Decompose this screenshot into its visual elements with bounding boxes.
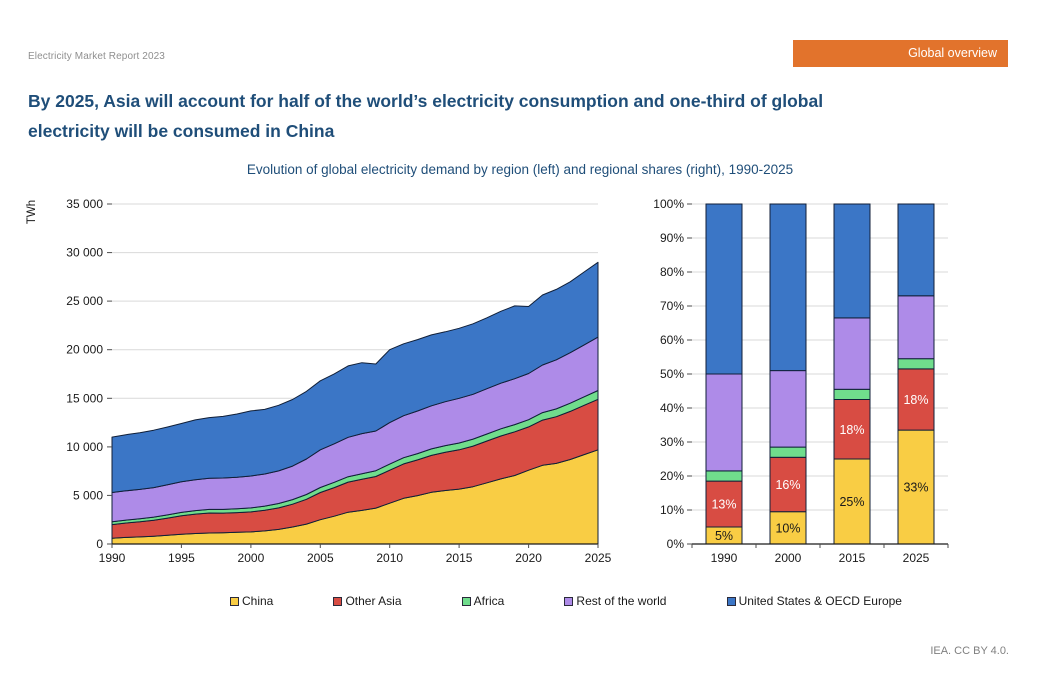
svg-text:70%: 70%: [660, 299, 684, 313]
svg-text:18%: 18%: [903, 393, 928, 407]
demand-area-chart: 0 5 000 10 000 15 000 20 000 25 000 30 000 35 0…: [26, 197, 612, 565]
legend-item-china: China: [230, 594, 273, 608]
svg-text:2010: 2010: [376, 551, 403, 565]
legend-item-other-asia: Other Asia: [333, 594, 402, 608]
svg-text:0: 0: [96, 537, 103, 551]
svg-text:1990: 1990: [99, 551, 126, 565]
svg-text:20%: 20%: [660, 469, 684, 483]
svg-text:2025: 2025: [903, 551, 930, 565]
svg-text:40%: 40%: [660, 401, 684, 415]
report-name-label: Electricity Market Report 2023: [28, 51, 165, 62]
legend-item-africa: Africa: [461, 594, 505, 608]
page-title: By 2025, Asia will account for half of t…: [28, 86, 1023, 146]
svg-text:2005: 2005: [307, 551, 334, 565]
legend-label-china: China: [242, 594, 274, 608]
svg-text:2020: 2020: [515, 551, 542, 565]
svg-text:0%: 0%: [667, 537, 685, 551]
svg-text:50%: 50%: [660, 367, 684, 381]
svg-text:18%: 18%: [839, 423, 864, 437]
svg-text:1995: 1995: [168, 551, 195, 565]
svg-text:100%: 100%: [653, 197, 684, 211]
svg-text:15 000: 15 000: [66, 391, 103, 405]
svg-text:80%: 80%: [660, 265, 684, 279]
svg-text:25 000: 25 000: [66, 294, 103, 308]
legend-item-rest-of-world: Rest of the world: [564, 594, 666, 608]
svg-text:33%: 33%: [903, 481, 928, 495]
svg-text:90%: 90%: [660, 231, 684, 245]
china-swatch-icon: [230, 596, 239, 606]
page-title-line1: By 2025, Asia will account for half of t…: [28, 91, 824, 111]
svg-text:10 000: 10 000: [66, 440, 103, 454]
rest-of-world-swatch-icon: [564, 596, 574, 606]
africa-swatch-icon: [461, 596, 471, 606]
svg-text:10%: 10%: [775, 521, 800, 535]
legend-label-rest-of-world: Rest of the world: [576, 594, 667, 608]
page-title-line2: electricity will be consumed in China: [28, 121, 335, 141]
regional-shares-bar-chart: 0% 10% 20% 30% 40% 50% 60% 70% 80% 90% 100% 5% 13% 19…: [653, 197, 949, 565]
legend-label-other-asia: Other Asia: [345, 594, 402, 608]
svg-text:2015: 2015: [446, 551, 473, 565]
svg-text:2015: 2015: [839, 551, 866, 565]
svg-text:25%: 25%: [839, 495, 864, 509]
svg-text:16%: 16%: [775, 478, 800, 492]
svg-text:1990: 1990: [711, 551, 738, 565]
svg-text:30%: 30%: [660, 435, 684, 449]
global-overview-badge: Global overview: [793, 40, 1008, 67]
legend-label-africa: Africa: [473, 594, 505, 608]
svg-text:30 000: 30 000: [66, 246, 103, 260]
chart-legend: China Other Asia Africa Rest of the worl…: [230, 594, 902, 608]
svg-text:10%: 10%: [660, 503, 684, 517]
us-oecd-europe-swatch-icon: [726, 596, 736, 606]
svg-text:60%: 60%: [660, 333, 684, 347]
svg-text:2000: 2000: [775, 551, 802, 565]
chart-subtitle: Evolution of global electricity demand b…: [246, 162, 794, 177]
svg-text:2000: 2000: [238, 551, 265, 565]
svg-text:20 000: 20 000: [66, 343, 103, 357]
other-asia-swatch-icon: [333, 596, 343, 606]
svg-text:35 000: 35 000: [66, 197, 103, 211]
svg-text:5 000: 5 000: [73, 488, 103, 502]
legend-label-us-oecd-europe: United States & OECD Europe: [738, 594, 902, 608]
svg-text:TWh: TWh: [26, 200, 38, 224]
license-credit: IEA. CC BY 4.0.: [930, 645, 1009, 657]
svg-text:2025: 2025: [585, 551, 612, 565]
svg-text:5%: 5%: [715, 529, 733, 543]
legend-item-us-oecd-europe: United States & OECD Europe: [726, 594, 902, 608]
svg-text:13%: 13%: [711, 498, 736, 512]
